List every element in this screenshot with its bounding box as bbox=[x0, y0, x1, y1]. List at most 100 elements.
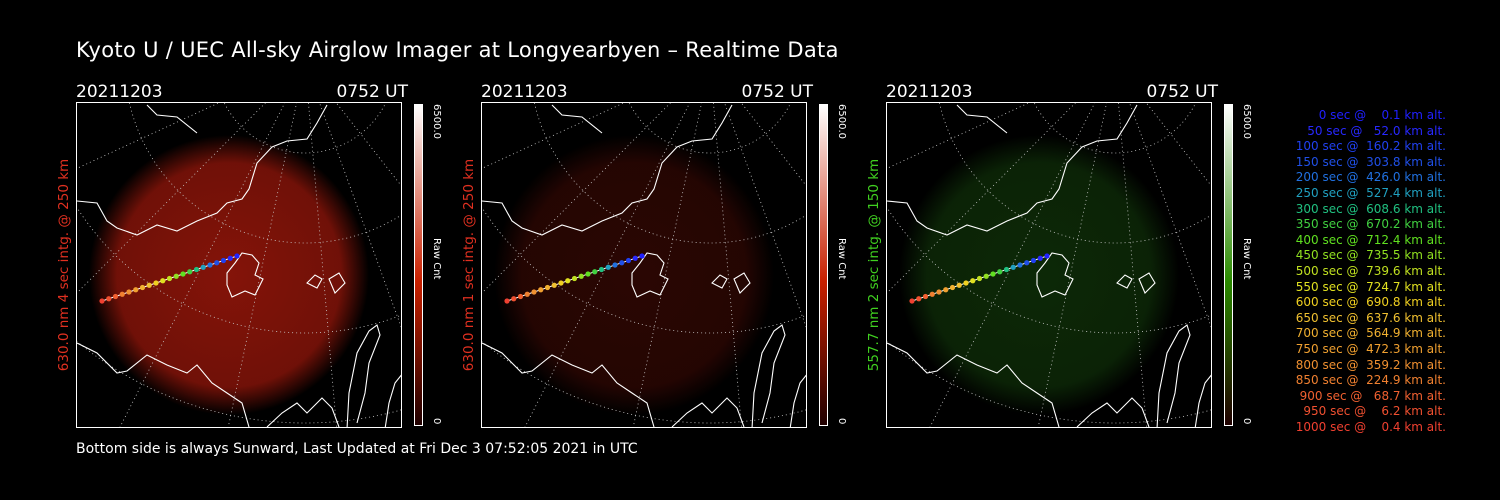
panel-ylabel: 557.7 nm 2 sec intg. @ 150 km bbox=[866, 158, 882, 372]
page-title: Kyoto U / UEC All-sky Airglow Imager at … bbox=[76, 38, 839, 62]
trajectory-point bbox=[585, 271, 591, 277]
legend-row: 700 sec @ 564.9 km alt. bbox=[1295, 326, 1446, 341]
trajectory-point bbox=[578, 273, 584, 279]
colorbar-max: 6500.0 bbox=[836, 104, 847, 139]
legend-row: 350 sec @ 670.2 km alt. bbox=[1295, 217, 1446, 232]
trajectory-point bbox=[153, 280, 159, 286]
footer-note: Bottom side is always Sunward, Last Upda… bbox=[76, 441, 638, 457]
airglow-disk bbox=[494, 135, 774, 415]
legend-row: 200 sec @ 426.0 km alt. bbox=[1295, 170, 1446, 185]
legend-row: 950 sec @ 6.2 km alt. bbox=[1303, 404, 1446, 419]
legend-row: 100 sec @ 160.2 km alt. bbox=[1295, 139, 1446, 154]
trajectory-point bbox=[997, 269, 1003, 275]
trajectory bbox=[909, 253, 1050, 304]
trajectory-point bbox=[963, 280, 969, 286]
trajectory-point bbox=[976, 275, 983, 282]
trajectory-point bbox=[106, 296, 112, 302]
coastlines bbox=[887, 104, 1211, 427]
legend-row: 50 sec @ 52.0 km alt. bbox=[1307, 123, 1446, 138]
legend-row: 850 sec @ 224.9 km alt. bbox=[1295, 373, 1446, 388]
panel-ylabel: 630.0 nm 1 sec intg. @ 250 km bbox=[461, 158, 477, 372]
trajectory-point bbox=[983, 273, 989, 279]
trajectory-point bbox=[227, 255, 233, 261]
colorbar-max: 6500.0 bbox=[431, 104, 442, 139]
trajectory-point bbox=[511, 296, 517, 302]
colorbar bbox=[819, 104, 828, 426]
trajectory-legend: 0 sec @ 0.1 km alt. 50 sec @ 52.0 km alt.… bbox=[1262, 108, 1446, 435]
allsky-image bbox=[481, 102, 807, 428]
trajectory-point bbox=[632, 255, 638, 261]
legend-row: 0 sec @ 0.1 km alt. bbox=[1318, 108, 1446, 122]
panel-date: 20211203 bbox=[481, 82, 568, 102]
trajectory-point bbox=[180, 271, 186, 277]
trajectory-point bbox=[126, 289, 132, 295]
trajectory-point bbox=[220, 257, 227, 264]
coastlines bbox=[482, 104, 806, 427]
airglow-disk bbox=[899, 135, 1179, 415]
trajectory-point bbox=[173, 273, 179, 279]
trajectory-point bbox=[936, 289, 942, 295]
panel-date: 20211203 bbox=[76, 82, 163, 102]
colorbar-unit: Raw Cnt bbox=[836, 238, 847, 280]
trajectory bbox=[504, 253, 645, 304]
allsky-image bbox=[886, 102, 1212, 428]
trajectory-point bbox=[146, 282, 152, 288]
trajectory-point bbox=[1010, 264, 1016, 270]
trajectory-point bbox=[1003, 266, 1010, 273]
trajectory-point bbox=[187, 269, 193, 275]
trajectory-point bbox=[605, 264, 611, 270]
coastlines bbox=[77, 104, 401, 427]
panel-time: 0752 UT bbox=[336, 82, 409, 102]
trajectory-point bbox=[956, 282, 962, 288]
trajectory-point bbox=[571, 275, 578, 282]
trajectory-point bbox=[544, 284, 551, 291]
trajectory-point bbox=[200, 264, 206, 270]
trajectory-point bbox=[193, 266, 200, 273]
legend-row: 650 sec @ 637.6 km alt. bbox=[1295, 310, 1446, 325]
trajectory-point bbox=[943, 287, 949, 293]
panel-ylabel: 630.0 nm 4 sec intg. @ 250 km bbox=[56, 158, 72, 372]
panel-time: 0752 UT bbox=[741, 82, 814, 102]
trajectory-point bbox=[592, 269, 598, 275]
trajectory-point bbox=[1037, 255, 1043, 261]
airglow-disk bbox=[89, 135, 369, 415]
imager-panel-1: 20211203 0752 UT bbox=[56, 80, 466, 432]
trajectory-point bbox=[207, 262, 213, 268]
trajectory-point bbox=[598, 266, 605, 273]
legend-row: 300 sec @ 608.6 km alt. bbox=[1295, 201, 1446, 216]
trajectory-point bbox=[565, 278, 571, 284]
trajectory-point bbox=[214, 260, 220, 266]
legend-row: 550 sec @ 724.7 km alt. bbox=[1295, 279, 1446, 294]
panel-date: 20211203 bbox=[886, 82, 973, 102]
colorbar bbox=[1224, 104, 1233, 426]
colorbar bbox=[414, 104, 423, 426]
latitude-grid bbox=[77, 103, 401, 427]
trajectory-point bbox=[949, 284, 956, 291]
trajectory-point bbox=[133, 287, 139, 293]
trajectory-point bbox=[234, 253, 240, 259]
trajectory-point bbox=[139, 284, 146, 291]
colorbar-unit: Raw Cnt bbox=[1241, 238, 1252, 280]
imager-panel-2: 20211203 0752 UT bbox=[461, 80, 871, 432]
legend-row: 250 sec @ 527.4 km alt. bbox=[1295, 185, 1446, 200]
trajectory-point bbox=[970, 278, 976, 284]
trajectory-point bbox=[558, 280, 564, 286]
panel-time: 0752 UT bbox=[1146, 82, 1219, 102]
trajectory-point bbox=[916, 296, 922, 302]
trajectory-point bbox=[922, 293, 929, 300]
legend-row: 600 sec @ 690.8 km alt. bbox=[1295, 295, 1446, 310]
latitude-grid bbox=[482, 103, 806, 427]
legend-row: 150 sec @ 303.8 km alt. bbox=[1295, 154, 1446, 169]
colorbar-min: 0 bbox=[431, 418, 442, 425]
allsky-image bbox=[76, 102, 402, 428]
legend-row: 500 sec @ 739.6 km alt. bbox=[1295, 263, 1446, 278]
colorbar-max: 6500.0 bbox=[1241, 104, 1252, 139]
trajectory-point bbox=[1030, 257, 1037, 264]
legend-row: 450 sec @ 735.5 km alt. bbox=[1295, 248, 1446, 263]
trajectory-point bbox=[524, 291, 530, 297]
trajectory-point bbox=[160, 278, 166, 284]
trajectory-point bbox=[517, 293, 524, 300]
trajectory-point bbox=[619, 260, 625, 266]
colorbar-min: 0 bbox=[1241, 418, 1252, 425]
trajectory-point bbox=[551, 282, 557, 288]
